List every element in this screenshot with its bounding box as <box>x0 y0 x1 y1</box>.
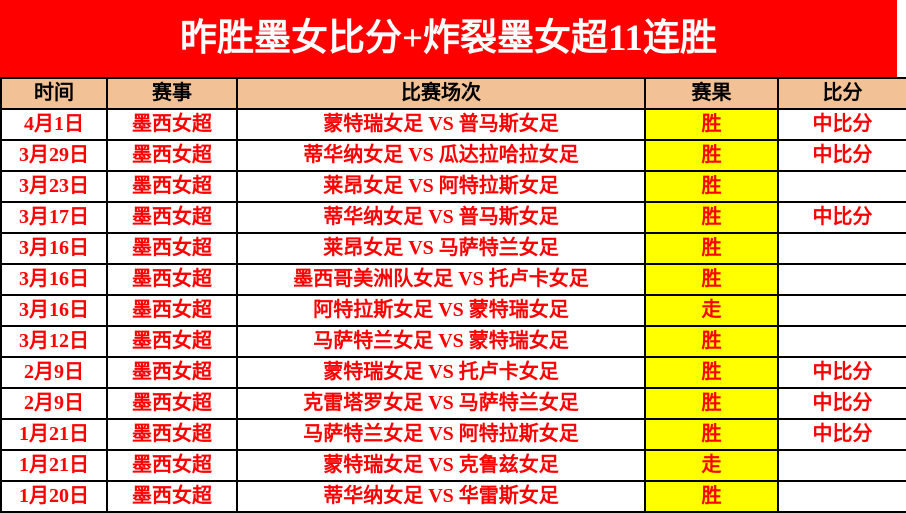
table-row: 2月9日 墨西女超 克雷塔罗女足 VS 马萨特兰女足胜中比分 <box>0 387 906 420</box>
cell-league: 墨西女超 <box>106 387 238 420</box>
table-row: 3月16日 墨西女超 莱昂女足 VS 马萨特兰女足胜 <box>0 232 906 265</box>
cell-time: 3月23日 <box>0 170 108 203</box>
table-row: 3月12日 墨西女超 马萨特兰女足 VS 蒙特瑞女足胜 <box>0 325 906 358</box>
column-header-time: 时间 <box>0 77 108 110</box>
cell-time: 1月21日 <box>0 418 108 451</box>
column-header-score: 比分 <box>777 77 906 110</box>
cell-result: 胜 <box>644 356 779 389</box>
table-body: 4月1日 墨西女超 蒙特瑞女足 VS 普马斯女足胜中比分 3月29日 墨西女超 蒂华纳女足… <box>0 108 906 513</box>
table-header: 时间 赛事 比赛场次 赛果 比分 <box>0 77 906 110</box>
cell-match: 蒙特瑞女足 VS 托卢卡女足 <box>236 356 646 389</box>
cell-match: 墨西哥美洲队女足 VS 托卢卡女足 <box>236 263 646 296</box>
column-header-match: 比赛场次 <box>236 77 646 110</box>
cell-match: 蒂华纳女足 VS 普马斯女足 <box>236 201 646 234</box>
cell-match: 克雷塔罗女足 VS 马萨特兰女足 <box>236 387 646 420</box>
cell-league: 墨西女超 <box>106 294 238 327</box>
cell-time: 1月20日 <box>0 480 108 513</box>
cell-time: 2月9日 <box>0 387 108 420</box>
cell-league: 墨西女超 <box>106 356 238 389</box>
cell-result: 走 <box>644 449 779 482</box>
cell-time: 3月12日 <box>0 325 108 358</box>
column-header-result: 赛果 <box>644 77 779 110</box>
cell-result: 胜 <box>644 201 779 234</box>
cell-result: 胜 <box>644 387 779 420</box>
banner: 昨胜墨女比分+炸裂墨女超11连胜 <box>0 0 897 77</box>
cell-result: 胜 <box>644 480 779 513</box>
cell-score: 中比分 <box>777 201 906 234</box>
cell-score: 中比分 <box>777 418 906 451</box>
cell-result: 胜 <box>644 108 779 141</box>
cell-result: 胜 <box>644 170 779 203</box>
cell-league: 墨西女超 <box>106 325 238 358</box>
table-row: 3月29日 墨西女超 蒂华纳女足 VS 瓜达拉哈拉女足胜中比分 <box>0 139 906 172</box>
cell-result: 胜 <box>644 139 779 172</box>
banner-title: 昨胜墨女比分+炸裂墨女超11连胜 <box>179 18 718 59</box>
cell-result: 胜 <box>644 232 779 265</box>
column-header-league: 赛事 <box>106 77 238 110</box>
cell-match: 阿特拉斯女足 VS 蒙特瑞女足 <box>236 294 646 327</box>
cell-time: 3月16日 <box>0 294 108 327</box>
table-row: 3月17日 墨西女超 蒂华纳女足 VS 普马斯女足胜中比分 <box>0 201 906 234</box>
cell-score <box>777 325 906 358</box>
cell-score <box>777 263 906 296</box>
cell-league: 墨西女超 <box>106 263 238 296</box>
table-row: 2月9日 墨西女超 蒙特瑞女足 VS 托卢卡女足胜中比分 <box>0 356 906 389</box>
cell-league: 墨西女超 <box>106 108 238 141</box>
fixtures-table: 时间 赛事 比赛场次 赛果 比分 4月1日 墨西女超 蒙特瑞女足 VS 普马斯女足胜… <box>0 77 906 513</box>
cell-result: 胜 <box>644 325 779 358</box>
cell-result: 胜 <box>644 418 779 451</box>
table-row: 1月20日 墨西女超 蒂华纳女足 VS 华雷斯女足胜 <box>0 480 906 513</box>
cell-score <box>777 480 906 513</box>
table-row: 3月16日 墨西女超 阿特拉斯女足 VS 蒙特瑞女足走 <box>0 294 906 327</box>
cell-score <box>777 232 906 265</box>
cell-time: 3月16日 <box>0 232 108 265</box>
table-row: 4月1日 墨西女超 蒙特瑞女足 VS 普马斯女足胜中比分 <box>0 108 906 141</box>
cell-score: 中比分 <box>777 387 906 420</box>
cell-match: 马萨特兰女足 VS 阿特拉斯女足 <box>236 418 646 451</box>
cell-time: 2月9日 <box>0 356 108 389</box>
cell-league: 墨西女超 <box>106 139 238 172</box>
table-row: 1月21日 墨西女超 蒙特瑞女足 VS 克鲁兹女足走 <box>0 449 906 482</box>
cell-score: 中比分 <box>777 108 906 141</box>
cell-score: 中比分 <box>777 139 906 172</box>
cell-match: 蒂华纳女足 VS 瓜达拉哈拉女足 <box>236 139 646 172</box>
table-header-row: 时间 赛事 比赛场次 赛果 比分 <box>0 77 906 110</box>
cell-league: 墨西女超 <box>106 232 238 265</box>
cell-league: 墨西女超 <box>106 449 238 482</box>
cell-score <box>777 170 906 203</box>
cell-league: 墨西女超 <box>106 418 238 451</box>
cell-result: 走 <box>644 294 779 327</box>
table-row: 3月16日 墨西女超 墨西哥美洲队女足 VS 托卢卡女足胜 <box>0 263 906 296</box>
cell-match: 蒂华纳女足 VS 华雷斯女足 <box>236 480 646 513</box>
cell-score: 中比分 <box>777 356 906 389</box>
cell-match: 马萨特兰女足 VS 蒙特瑞女足 <box>236 325 646 358</box>
table-row: 3月23日 墨西女超 莱昂女足 VS 阿特拉斯女足胜 <box>0 170 906 203</box>
cell-match: 莱昂女足 VS 阿特拉斯女足 <box>236 170 646 203</box>
cell-time: 3月29日 <box>0 139 108 172</box>
cell-time: 3月17日 <box>0 201 108 234</box>
cell-score <box>777 294 906 327</box>
cell-result: 胜 <box>644 263 779 296</box>
cell-time: 4月1日 <box>0 108 108 141</box>
cell-match: 莱昂女足 VS 马萨特兰女足 <box>236 232 646 265</box>
cell-match: 蒙特瑞女足 VS 克鲁兹女足 <box>236 449 646 482</box>
cell-match: 蒙特瑞女足 VS 普马斯女足 <box>236 108 646 141</box>
cell-time: 1月21日 <box>0 449 108 482</box>
cell-league: 墨西女超 <box>106 170 238 203</box>
cell-league: 墨西女超 <box>106 480 238 513</box>
cell-league: 墨西女超 <box>106 201 238 234</box>
cell-score <box>777 449 906 482</box>
table-row: 1月21日 墨西女超 马萨特兰女足 VS 阿特拉斯女足胜中比分 <box>0 418 906 451</box>
cell-time: 3月16日 <box>0 263 108 296</box>
